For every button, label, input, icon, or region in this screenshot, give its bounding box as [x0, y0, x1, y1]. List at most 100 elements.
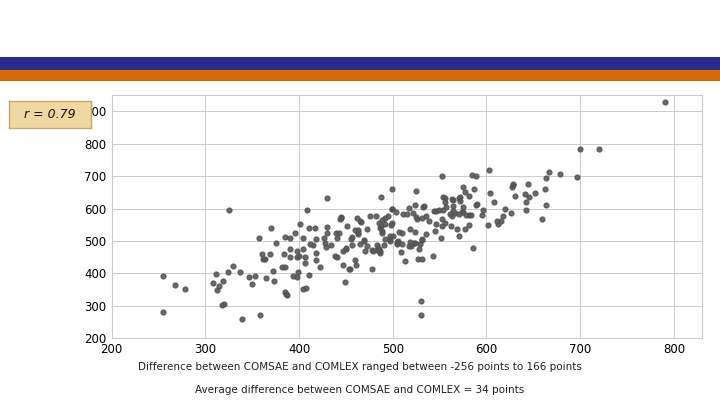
Point: [488, 198, 500, 205]
Point: [337, 262, 348, 269]
Point: [268, 278, 279, 285]
Point: [386, 185, 397, 192]
Point: [395, 249, 407, 255]
Point: [451, 226, 463, 232]
Point: [575, 145, 586, 152]
Point: [448, 202, 459, 209]
Point: [345, 236, 356, 243]
Point: [321, 195, 333, 202]
Point: [659, 98, 670, 105]
Point: [427, 252, 438, 259]
Point: [279, 234, 291, 240]
Point: [228, 263, 239, 269]
Point: [454, 194, 465, 201]
Point: [374, 245, 385, 252]
Point: [392, 241, 403, 247]
Point: [435, 235, 446, 241]
Point: [351, 214, 363, 221]
Point: [256, 251, 268, 258]
Point: [430, 228, 441, 234]
Point: [507, 181, 518, 188]
Point: [335, 216, 346, 222]
Point: [472, 200, 483, 207]
Point: [459, 189, 471, 195]
Point: [260, 256, 271, 262]
Point: [339, 278, 351, 285]
Point: [463, 222, 474, 228]
Point: [291, 247, 302, 254]
Point: [297, 245, 309, 252]
Point: [331, 254, 343, 260]
Point: [320, 244, 332, 250]
Point: [520, 190, 531, 197]
Point: [459, 226, 470, 232]
Point: [457, 204, 469, 210]
Point: [428, 208, 440, 214]
Point: [408, 239, 420, 246]
Point: [529, 190, 541, 196]
Point: [446, 196, 458, 203]
Point: [404, 226, 415, 232]
Point: [300, 285, 312, 291]
Point: [372, 244, 384, 251]
Point: [410, 214, 422, 220]
Point: [169, 281, 181, 288]
Point: [536, 216, 548, 222]
Point: [284, 246, 296, 252]
Point: [374, 250, 385, 256]
Point: [495, 217, 506, 224]
Point: [447, 197, 459, 203]
Point: [396, 230, 408, 236]
Point: [436, 215, 448, 222]
Point: [284, 254, 296, 260]
Point: [396, 241, 408, 247]
Point: [413, 256, 424, 262]
Point: [437, 207, 449, 213]
Point: [367, 247, 379, 254]
Point: [484, 189, 495, 196]
Point: [402, 211, 413, 217]
Point: [390, 209, 402, 215]
Point: [405, 243, 417, 249]
Point: [416, 236, 428, 242]
Point: [508, 181, 519, 188]
Point: [246, 280, 258, 287]
Point: [270, 240, 282, 247]
Point: [420, 230, 431, 237]
Point: [310, 236, 322, 243]
Point: [410, 188, 422, 194]
Point: [416, 215, 428, 222]
Point: [223, 207, 235, 213]
Point: [505, 210, 517, 216]
Point: [237, 315, 248, 322]
Point: [320, 224, 332, 230]
Point: [355, 218, 366, 224]
Point: [500, 205, 511, 212]
Point: [359, 247, 371, 254]
Point: [437, 194, 449, 200]
Point: [457, 184, 469, 191]
Point: [354, 241, 366, 247]
Point: [217, 277, 229, 284]
Point: [420, 213, 432, 220]
Point: [287, 273, 299, 279]
Point: [382, 213, 394, 220]
Point: [379, 235, 390, 242]
Point: [383, 236, 395, 242]
Point: [320, 240, 331, 246]
Point: [364, 213, 376, 219]
Point: [300, 260, 311, 266]
Point: [593, 146, 605, 152]
Point: [498, 213, 509, 219]
Point: [409, 240, 420, 247]
Point: [292, 274, 303, 280]
Point: [211, 287, 222, 293]
Point: [414, 241, 426, 247]
Point: [460, 211, 472, 218]
Point: [403, 243, 415, 249]
Point: [454, 194, 465, 200]
Point: [523, 181, 534, 188]
Point: [336, 213, 347, 220]
Point: [374, 220, 385, 226]
Point: [303, 225, 315, 232]
